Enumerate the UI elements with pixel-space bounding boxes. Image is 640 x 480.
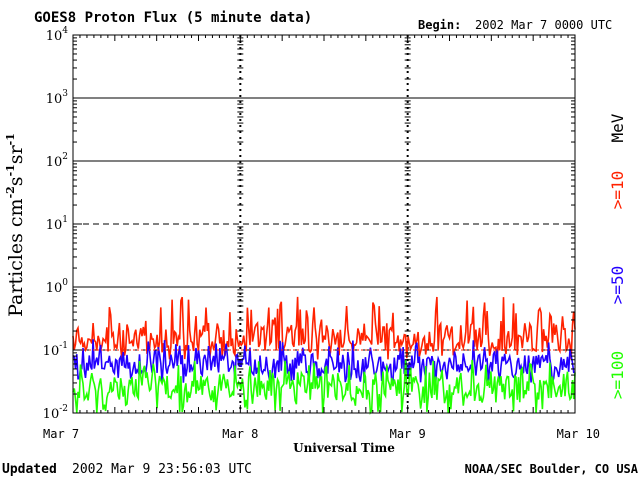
- legend-ge100-text: >=100: [608, 351, 627, 399]
- x-tick-label: Mar 7: [43, 427, 79, 441]
- legend-ge50-text: >=50: [608, 266, 627, 305]
- legend-ge50: >=50: [608, 266, 627, 305]
- legend-ge10-text: >=10: [608, 171, 627, 210]
- y-tick-label: 10-2: [43, 404, 68, 422]
- x-axis-label: Universal Time: [293, 441, 395, 455]
- series-line-ge100: [72, 359, 576, 415]
- y-tick-label: 102: [46, 152, 68, 170]
- y-tick-label: 101: [46, 215, 68, 233]
- chart-title: GOES8 Proton Flux (5 minute data): [34, 10, 312, 26]
- begin-value: 2002 Mar 7 0000 UTC: [475, 18, 612, 32]
- y-tick-label: 100: [46, 278, 69, 296]
- x-tick-label: Mar 9: [390, 427, 426, 441]
- series-line-ge10: [72, 296, 576, 360]
- updated-label: Updated: [2, 462, 57, 477]
- legend-unit-text: MeV: [608, 113, 627, 142]
- legend-ge100: >=100: [608, 351, 627, 399]
- grid-lines: [73, 35, 575, 413]
- legend: MeV >=10 >=50 >=100: [608, 113, 627, 399]
- updated-value: 2002 Mar 9 23:56:03 UTC: [72, 462, 252, 477]
- credit-text: NOAA/SEC Boulder, CO USA: [465, 462, 639, 476]
- y-axis-label: Particles cm-2s-1sr-1: [4, 133, 27, 317]
- y-tick-label: 104: [46, 26, 69, 44]
- data-series: [72, 296, 576, 415]
- legend-ge10: >=10: [608, 171, 627, 210]
- x-tick-label: Mar 10: [557, 427, 600, 441]
- y-axis: 10-2 10-1 100 101 102 103 104: [43, 26, 575, 422]
- series-line-ge50: [72, 339, 576, 384]
- svg-text:Particles cm-2s-1sr-1: Particles cm-2s-1sr-1: [4, 133, 27, 317]
- y-tick-label: 103: [46, 89, 69, 107]
- x-tick-label: Mar 8: [222, 427, 258, 441]
- x-axis: Mar 7 Mar 8 Mar 9 Mar 10: [43, 35, 600, 441]
- y-tick-label: 10-1: [43, 341, 68, 359]
- begin-label: Begin:: [418, 18, 461, 32]
- legend-unit: MeV: [608, 113, 627, 142]
